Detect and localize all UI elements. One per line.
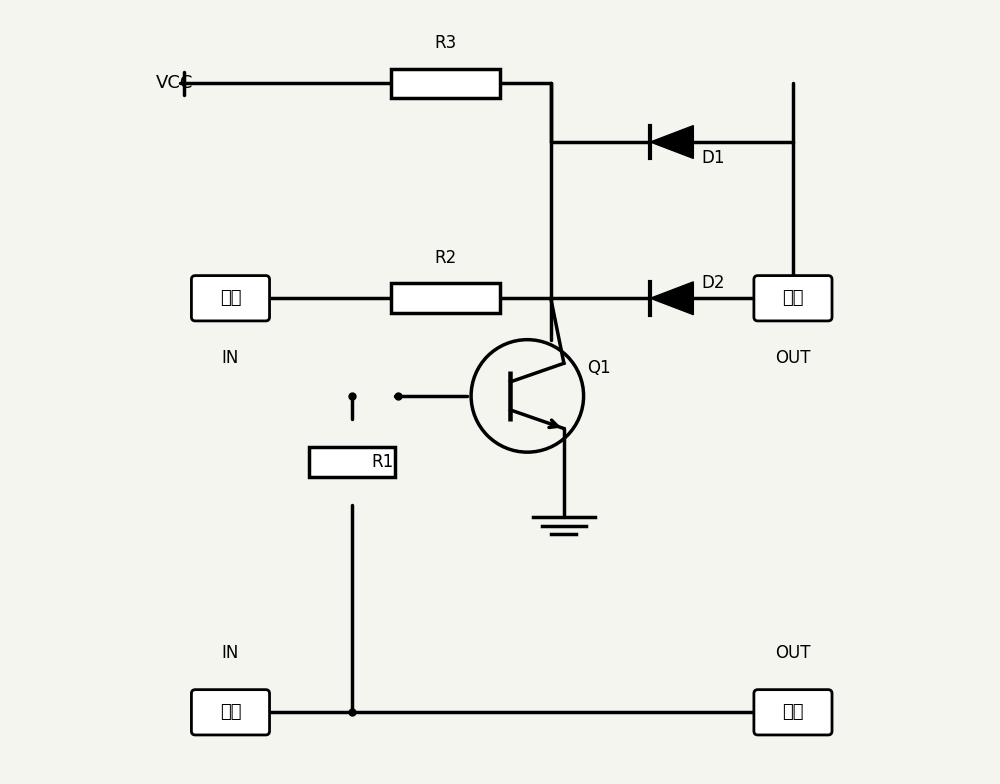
FancyBboxPatch shape: [754, 276, 832, 321]
Bar: [391, 68, 500, 98]
Bar: [309, 448, 395, 477]
Text: 后退: 后退: [220, 703, 241, 721]
Text: Q1: Q1: [587, 359, 611, 377]
Text: R2: R2: [434, 249, 456, 267]
Text: IN: IN: [222, 349, 239, 367]
Text: 前進: 前進: [782, 289, 804, 307]
Text: D2: D2: [701, 274, 725, 292]
Text: OUT: OUT: [775, 644, 811, 662]
Text: D1: D1: [701, 149, 725, 167]
Text: 后退: 后退: [782, 703, 804, 721]
FancyBboxPatch shape: [754, 690, 832, 735]
Text: R3: R3: [434, 34, 456, 53]
FancyBboxPatch shape: [191, 690, 270, 735]
Text: 前进: 前进: [220, 289, 241, 307]
Text: R1: R1: [371, 453, 393, 471]
Text: OUT: OUT: [775, 349, 811, 367]
Text: VCC: VCC: [156, 74, 194, 93]
FancyBboxPatch shape: [191, 276, 270, 321]
Polygon shape: [650, 281, 693, 314]
Bar: [391, 283, 500, 313]
Text: IN: IN: [222, 644, 239, 662]
Polygon shape: [650, 125, 693, 158]
